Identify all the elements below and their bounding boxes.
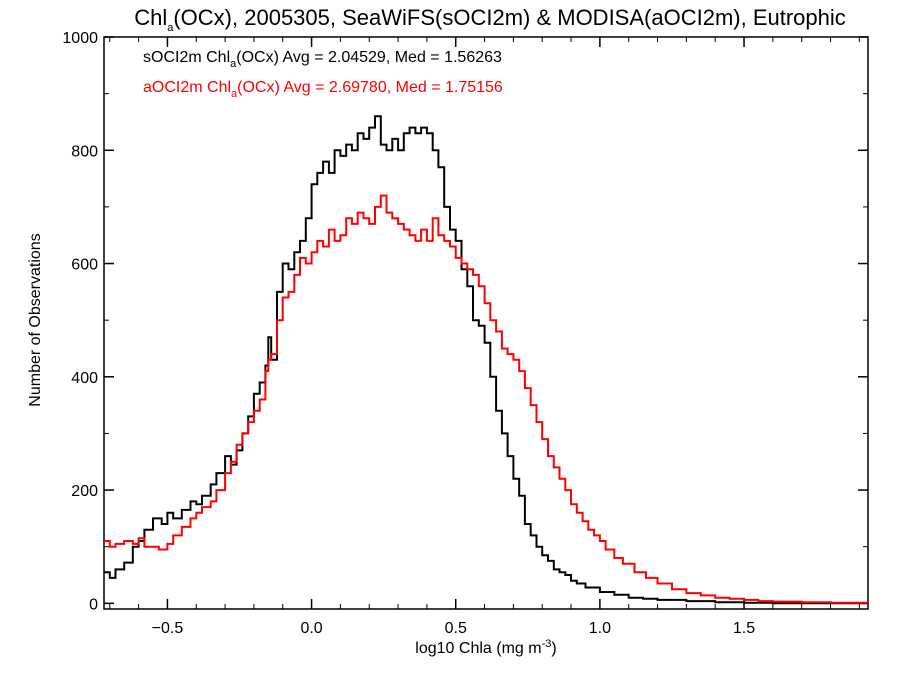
series-line-aoci2m	[104, 194, 868, 604]
y-axis-label: Number of Observations	[27, 233, 44, 406]
y-tick-label: 1000	[62, 30, 98, 47]
y-tick-label: 400	[71, 370, 98, 387]
x-tick-label: 1.5	[733, 620, 755, 637]
x-tick-label: 0.5	[445, 620, 467, 637]
chart-title: Chla(OCx), 2005305, SeaWiFS(sOCI2m) & MO…	[134, 5, 846, 34]
series-line-soci2m	[104, 115, 868, 605]
y-tick-label: 200	[71, 483, 98, 500]
x-tick-label: −0.5	[152, 620, 184, 637]
x-tick-label: 0.0	[300, 620, 322, 637]
axis-ticks: −0.5 0.0 0.5 1.0 1.5 0 200 400 600 800 1000	[62, 30, 868, 637]
plot-frame	[103, 36, 869, 610]
y-tick-label: 600	[71, 257, 98, 274]
legend-entry-red: aOCI2m Chla(OCx) Avg = 2.69780, Med = 1.…	[143, 79, 503, 100]
x-axis-label: log10 Chla (mg m-3)	[415, 638, 556, 657]
legend-entry-black: sOCI2m Chla(OCx) Avg = 2.04529, Med = 1.…	[143, 49, 502, 70]
x-tick-label: 1.0	[589, 620, 611, 637]
y-tick-label: 0	[89, 596, 98, 613]
series-group	[104, 115, 868, 605]
y-tick-label: 800	[71, 143, 98, 160]
